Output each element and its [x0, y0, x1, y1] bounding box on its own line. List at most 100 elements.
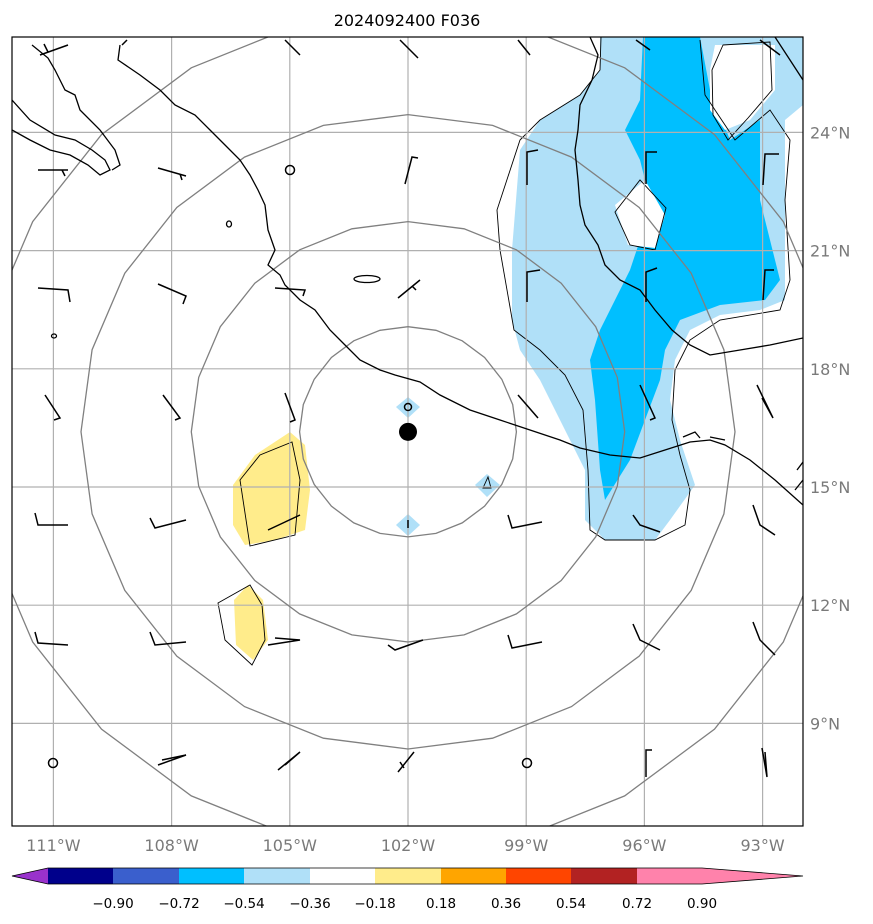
wind-barb: [645, 749, 652, 777]
wind-barb: [34, 512, 68, 526]
wind-barb: [397, 751, 415, 773]
wind-barb: [39, 43, 69, 56]
lat-label: 12°N: [810, 596, 850, 615]
calm-wind-marker: [284, 164, 296, 176]
colorbar-segment: [310, 868, 375, 884]
wind-barb: [121, 39, 128, 46]
wind-barb: [635, 39, 651, 51]
wind-barb: [526, 269, 541, 302]
colorbar-tick-label: 0.54: [556, 896, 586, 912]
wind-barb: [157, 754, 187, 766]
coastline-baja: [12, 99, 111, 176]
wind-barb: [157, 283, 187, 305]
negative-field-dark: [590, 37, 780, 500]
contour-lines: [217, 37, 791, 666]
positive-field: [233, 432, 310, 545]
range-ring: [12, 37, 803, 826]
lat-label: 9°N: [810, 714, 840, 733]
wind-barb: [632, 623, 661, 651]
colorbar-segment: [179, 868, 244, 884]
wind-barb: [277, 751, 301, 771]
lon-label: 108°W: [144, 836, 199, 855]
wind-barb: [507, 514, 543, 529]
island: [225, 220, 233, 228]
colorbar-tick-label: −0.72: [158, 896, 199, 912]
gridlines: [12, 37, 803, 826]
colorbar-segment: [441, 868, 506, 884]
range-rings: [12, 37, 803, 826]
colorbar-tick-label: −0.36: [289, 896, 330, 912]
colorbar-tick-label: −0.54: [223, 896, 264, 912]
negative-field-spot: [475, 474, 500, 497]
shaded-field: [233, 37, 803, 660]
colorbar-tick-label: 0.72: [622, 896, 652, 912]
colorbar-tick-label: 0.36: [491, 896, 521, 912]
positive-field: [234, 585, 268, 660]
colorbar-tick-label: 0.90: [687, 896, 717, 912]
lon-label: 105°W: [263, 836, 318, 855]
colorbar-segment: [637, 868, 702, 884]
wind-barb: [44, 394, 62, 421]
storm-center-marker: [399, 422, 417, 441]
wind-barb: [149, 517, 187, 529]
wind-barb: [762, 153, 779, 186]
wind-barb: [387, 639, 424, 651]
colorbar-segment: [571, 868, 637, 884]
wind-barb: [149, 631, 187, 646]
colorbar-labels: −0.90 −0.72 −0.54 −0.36 −0.18 0.18 0.36 …: [92, 896, 717, 912]
wind-barb: [267, 514, 301, 531]
colorbar-extend-low: [12, 868, 48, 884]
wind-barb: [645, 151, 657, 184]
wind-barb: [34, 631, 69, 646]
wind-barb: [38, 169, 68, 177]
wind-barb: [37, 287, 71, 303]
coastline-gulf: [574, 37, 803, 356]
wind-barb: [284, 392, 296, 423]
wind-barb: [404, 156, 419, 185]
lat-label: 21°N: [810, 242, 850, 261]
field-gap: [710, 45, 775, 130]
wind-barbs: [34, 39, 781, 778]
coastline-yucatan: [774, 37, 803, 81]
colorbar: [11, 867, 804, 885]
wind-barb: [284, 39, 301, 56]
lon-label: 96°W: [622, 836, 666, 855]
colorbar-tick-label: 0.18: [426, 896, 456, 912]
lon-label: 99°W: [504, 836, 548, 855]
range-ring: [298, 326, 518, 538]
wind-barb: [762, 269, 774, 301]
colorbar-extend-high: [702, 868, 803, 884]
field-gap: [615, 180, 665, 248]
coastline-mainland: [31, 44, 803, 506]
wind-barb: [756, 384, 774, 419]
calm-wind-marker: [521, 757, 533, 769]
wind-barb: [761, 747, 768, 778]
map-frame: [11, 36, 804, 827]
map-panel: [12, 37, 803, 826]
lat-label: 24°N: [810, 123, 850, 142]
figure-title: 2024092400 F036: [334, 11, 481, 30]
colorbar-segment: [244, 868, 310, 884]
colorbar-tick-label: −0.18: [354, 896, 395, 912]
colorbar-outline: [11, 867, 804, 885]
range-ring: [190, 220, 626, 643]
coastline-fragment: [794, 461, 803, 491]
wind-barb: [526, 149, 539, 185]
wind-barb: [752, 621, 776, 656]
lat-label: 15°N: [810, 478, 850, 497]
colorbar-segment: [113, 868, 179, 884]
coastline-gulf-small: [682, 431, 726, 441]
wind-barb: [632, 514, 661, 533]
island: [50, 333, 58, 339]
wind-barb: [397, 279, 421, 299]
lat-label: 18°N: [810, 360, 850, 379]
wind-barb: [759, 39, 781, 56]
latitude-labels: 9°N 12°N 15°N 18°N 21°N 24°N: [810, 123, 850, 733]
calm-wind-marker: [403, 402, 413, 412]
wind-barb: [507, 634, 543, 649]
wind-barb: [162, 394, 182, 421]
range-ring: [80, 113, 736, 750]
longitude-labels: 111°W 108°W 105°W 102°W 99°W 96°W 93°W: [26, 836, 785, 855]
lon-label: 111°W: [26, 836, 81, 855]
